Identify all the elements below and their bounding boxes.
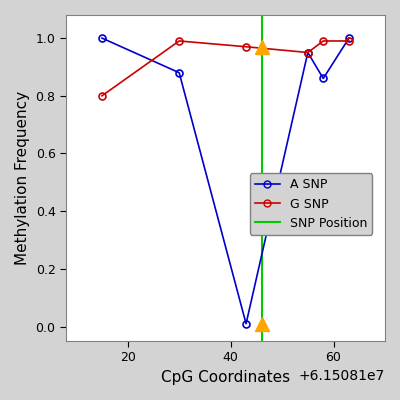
Legend: A SNP, G SNP, SNP Position: A SNP, G SNP, SNP Position [250,173,372,235]
X-axis label: CpG Coordinates: CpG Coordinates [161,370,290,385]
Y-axis label: Methylation Frequency: Methylation Frequency [15,91,30,265]
